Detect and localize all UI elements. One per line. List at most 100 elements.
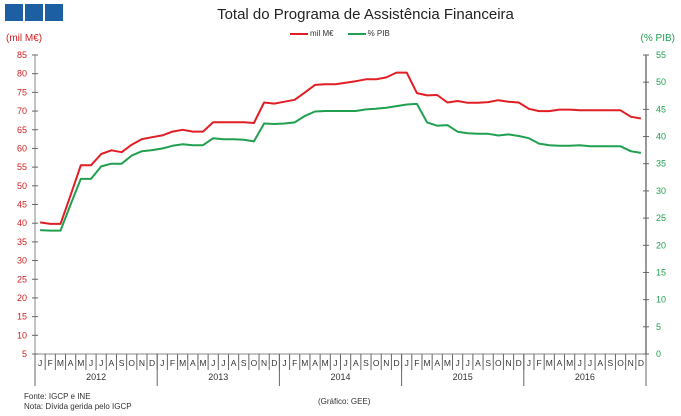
month-label: O: [128, 358, 135, 368]
right-tick-label: 35: [656, 159, 666, 169]
legend-swatch: [290, 32, 308, 35]
right-tick-label: 45: [656, 104, 666, 114]
month-label: M: [179, 358, 186, 368]
month-label: J: [38, 358, 42, 368]
month-label: A: [353, 358, 359, 368]
month-label: J: [160, 358, 164, 368]
month-label: J: [282, 358, 286, 368]
right-axis-label: (% PIB): [640, 33, 675, 44]
right-tick-label: 5: [656, 322, 661, 332]
month-label: N: [139, 358, 145, 368]
left-tick-label: 40: [17, 218, 27, 228]
left-tick-label: 80: [17, 69, 27, 79]
right-tick-label: 40: [656, 132, 666, 142]
right-tick-label: 30: [656, 186, 666, 196]
month-label: S: [363, 358, 369, 368]
month-label: J: [588, 358, 592, 368]
month-label: D: [149, 358, 155, 368]
month-label: F: [292, 358, 297, 368]
right-tick-label: 10: [656, 295, 666, 305]
legend-item-pib: % PIB: [347, 29, 390, 38]
right-tick-label: 0: [656, 349, 661, 359]
month-label: O: [495, 358, 502, 368]
series-line-mil-meur: [39, 71, 642, 225]
month-label: A: [475, 358, 481, 368]
month-label: A: [312, 358, 318, 368]
month-label: J: [466, 358, 470, 368]
month-label: N: [383, 358, 389, 368]
left-tick-label: 55: [17, 162, 27, 172]
month-label: S: [608, 358, 614, 368]
month-label: D: [271, 358, 277, 368]
month-label: A: [557, 358, 563, 368]
left-tick-label: 60: [17, 143, 27, 153]
legend-label: % PIB: [367, 29, 390, 38]
credit-text: (Gráfico: GEE): [318, 397, 371, 406]
month-label: A: [434, 358, 440, 368]
left-tick-label: 75: [17, 87, 27, 97]
month-label: N: [261, 358, 267, 368]
year-label: 2015: [453, 372, 473, 382]
legend: mil M€ % PIB: [290, 29, 390, 38]
right-tick-label: 25: [656, 213, 666, 223]
month-label: J: [211, 358, 215, 368]
month-label: J: [333, 358, 337, 368]
year-label: 2013: [208, 372, 228, 382]
source-text: Fonte: IGCP e INE: [24, 392, 91, 401]
month-label: M: [546, 358, 553, 368]
left-tick-label: 25: [17, 274, 27, 284]
left-tick-label: 65: [17, 125, 27, 135]
note-text: Nota: Dívida gerida pelo IGCP: [24, 402, 132, 411]
left-axis-label: (mil M€): [6, 33, 43, 44]
right-tick-label: 15: [656, 267, 666, 277]
month-label: M: [566, 358, 573, 368]
legend-item-mil-meur: mil M€: [290, 29, 334, 38]
month-label: M: [424, 358, 431, 368]
right-tick-label: 55: [656, 50, 666, 60]
month-label: A: [231, 358, 237, 368]
month-label: J: [99, 358, 103, 368]
month-label: J: [89, 358, 93, 368]
right-tick-label: 20: [656, 240, 666, 250]
left-tick-label: 50: [17, 181, 27, 191]
right-tick-label: 50: [656, 77, 666, 87]
month-label: O: [373, 358, 380, 368]
month-label: O: [617, 358, 624, 368]
left-tick-label: 20: [17, 293, 27, 303]
month-label: J: [527, 358, 531, 368]
month-label: S: [485, 358, 491, 368]
month-label: M: [444, 358, 451, 368]
left-tick-label: 45: [17, 200, 27, 210]
month-label: M: [57, 358, 64, 368]
month-label: M: [301, 358, 308, 368]
month-label: D: [516, 358, 522, 368]
month-label: O: [251, 358, 258, 368]
left-tick-label: 30: [17, 256, 27, 266]
chart-title: Total do Programa de Assistência Finance…: [217, 6, 514, 23]
left-tick-label: 70: [17, 106, 27, 116]
month-label: F: [414, 358, 419, 368]
logo-square: [45, 4, 63, 21]
month-label: J: [578, 358, 582, 368]
month-label: F: [536, 358, 541, 368]
month-label: S: [241, 358, 247, 368]
logo-square: [5, 4, 23, 21]
legend-swatch: [347, 32, 366, 35]
month-label: J: [343, 358, 347, 368]
month-label: J: [405, 358, 409, 368]
month-label: A: [190, 358, 196, 368]
left-tick-label: 15: [17, 312, 27, 322]
source-note: Fonte: IGCP e INE Nota: Dívida gerida pe…: [24, 392, 132, 412]
month-label: M: [199, 358, 206, 368]
year-label: 2016: [575, 372, 595, 382]
month-label: N: [628, 358, 634, 368]
left-tick-label: 5: [22, 349, 27, 359]
month-label: M: [77, 358, 84, 368]
month-label: F: [48, 358, 53, 368]
month-label: J: [455, 358, 459, 368]
month-label: N: [505, 358, 511, 368]
month-label: A: [597, 358, 603, 368]
left-tick-label: 10: [17, 330, 27, 340]
